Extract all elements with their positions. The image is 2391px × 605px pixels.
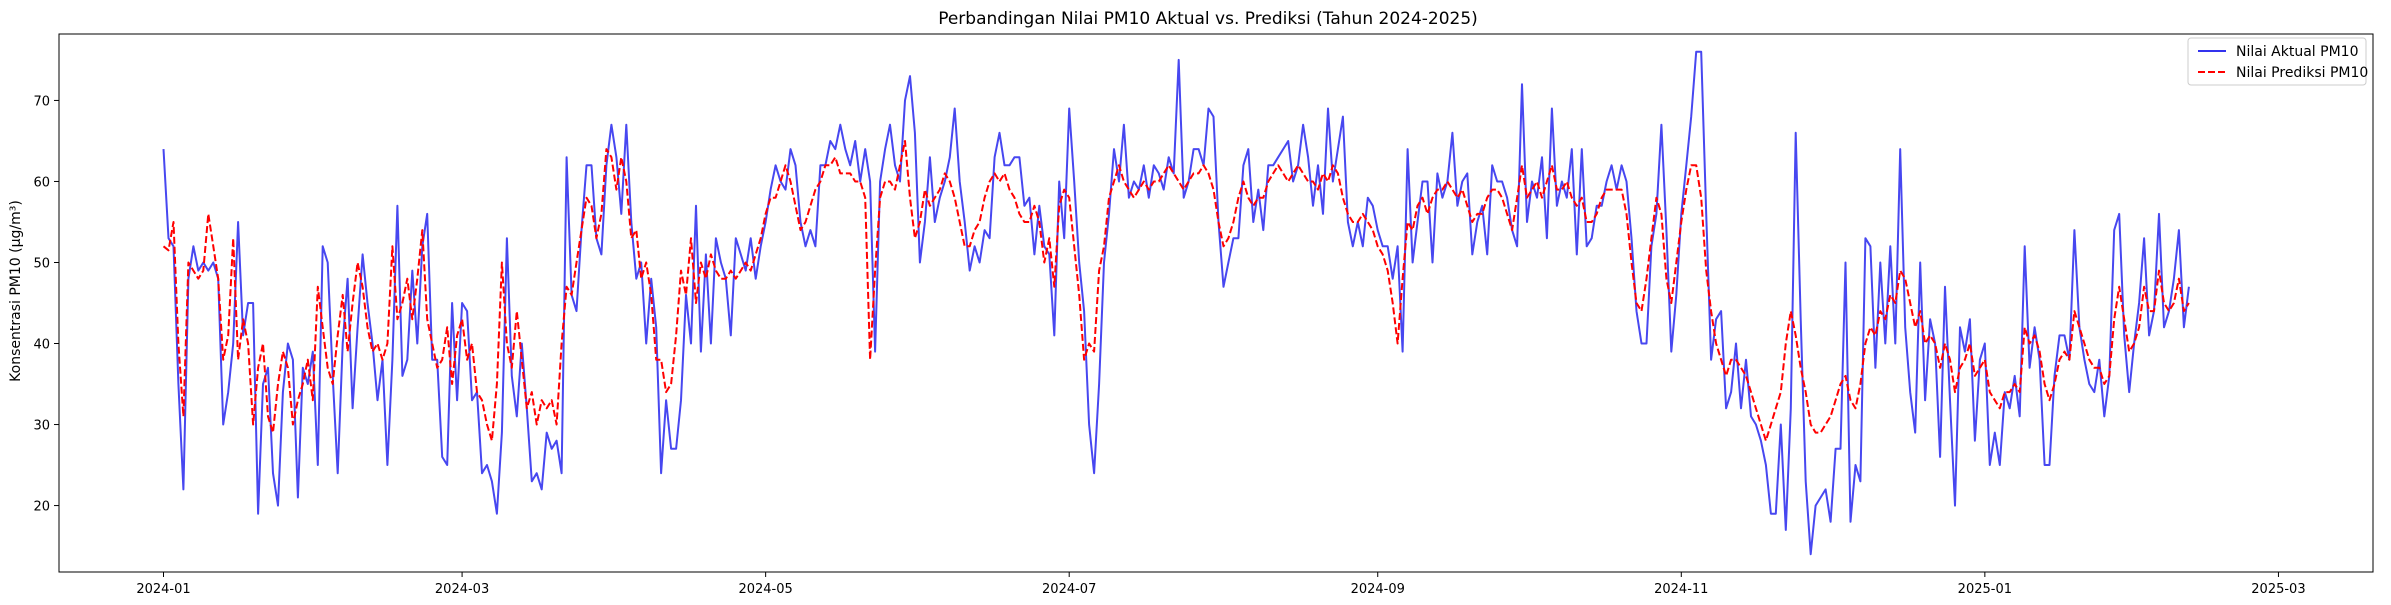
- x-tick-label: 2024-11: [1654, 582, 1708, 597]
- y-tick-label: 70: [33, 94, 50, 109]
- series-line-actual: [162, 50, 2190, 556]
- chart-title: Perbandingan Nilai PM10 Aktual vs. Predi…: [938, 9, 1478, 29]
- legend-box: [2187, 37, 2367, 86]
- y-tick-label: 30: [33, 419, 50, 434]
- legend-label-actual: Nilai Aktual PM10: [2236, 44, 2358, 60]
- x-tick-label: 2024-05: [738, 582, 792, 597]
- x-tick-label: 2025-03: [2251, 582, 2305, 597]
- plot-area-frame: [58, 33, 2374, 573]
- y-axis-label: Konsentrasi PM10 (µg/m³): [8, 200, 24, 382]
- legend-label-predicted: Nilai Prediksi PM10: [2236, 65, 2368, 81]
- y-tick-label: 60: [33, 175, 50, 190]
- series-line-predicted: [162, 140, 2190, 442]
- y-tick-label: 20: [33, 500, 50, 515]
- axis-ticks: 2024-01 2024-03 2024-05 2024-07 2024-09 2024-…: [33, 94, 2305, 597]
- x-tick-label: 2024-03: [435, 582, 489, 597]
- y-tick-label: 40: [33, 338, 50, 353]
- x-tick-label: 2025-01: [1958, 582, 2012, 597]
- x-tick-label: 2024-01: [136, 582, 190, 597]
- legend: Nilai Aktual PM10 Nilai Prediksi PM10: [2187, 37, 2368, 86]
- x-tick-label: 2024-07: [1042, 582, 1096, 597]
- y-tick-label: 50: [33, 256, 50, 271]
- series-lines: [162, 50, 2190, 556]
- x-tick-label: 2024-09: [1351, 582, 1405, 597]
